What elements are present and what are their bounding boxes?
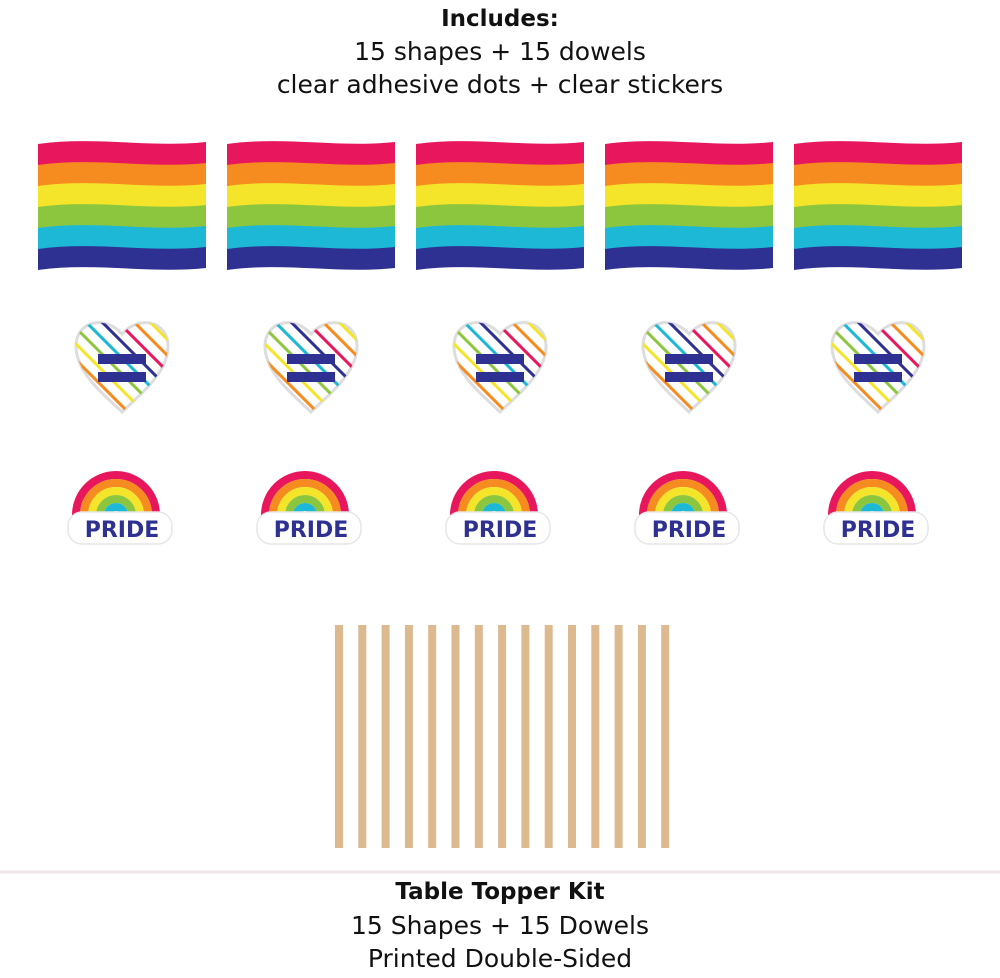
rainbow-label: PRIDE: [463, 518, 538, 543]
dowel: [498, 625, 507, 848]
dowel: [335, 625, 343, 848]
flag: [605, 141, 773, 270]
dowel: [637, 625, 646, 848]
header-line: clear adhesive dots + clear stickers: [276, 70, 724, 99]
dowel: [521, 625, 530, 848]
dowel: [474, 625, 483, 848]
dowel: [404, 625, 413, 848]
footer-line: 15 Shapes + 15 Dowels: [350, 911, 649, 940]
footer-title: Table Topper Kit: [395, 879, 605, 905]
dowel: [614, 625, 623, 848]
rainbow-label: PRIDE: [85, 518, 160, 543]
dowel: [591, 625, 600, 848]
footer-line: Printed Double-Sided: [367, 944, 633, 973]
heart: [792, 280, 960, 448]
dowel: [451, 625, 460, 848]
dowel: [358, 625, 367, 848]
heart: [414, 280, 582, 448]
dowel: [428, 625, 437, 848]
dowel: [381, 625, 390, 848]
dowel: [568, 625, 576, 848]
flag: [416, 141, 584, 270]
rainbow-label: PRIDE: [274, 518, 349, 543]
dowel: [544, 625, 553, 848]
heart: [225, 280, 393, 448]
header-line: 15 shapes + 15 dowels: [354, 37, 646, 66]
flag: [227, 141, 395, 270]
heart: [36, 280, 204, 448]
rainbow-label: PRIDE: [841, 518, 916, 543]
flag: [794, 141, 962, 270]
heart: [603, 280, 771, 448]
dowel: [661, 625, 670, 848]
item-grid: PRIDE PRIDE PRIDE PRIDE PRIDE: [36, 141, 962, 544]
dowels: [335, 625, 670, 848]
flag: [38, 141, 206, 270]
header-title: Includes:: [441, 6, 559, 32]
rainbow-label: PRIDE: [652, 518, 727, 543]
